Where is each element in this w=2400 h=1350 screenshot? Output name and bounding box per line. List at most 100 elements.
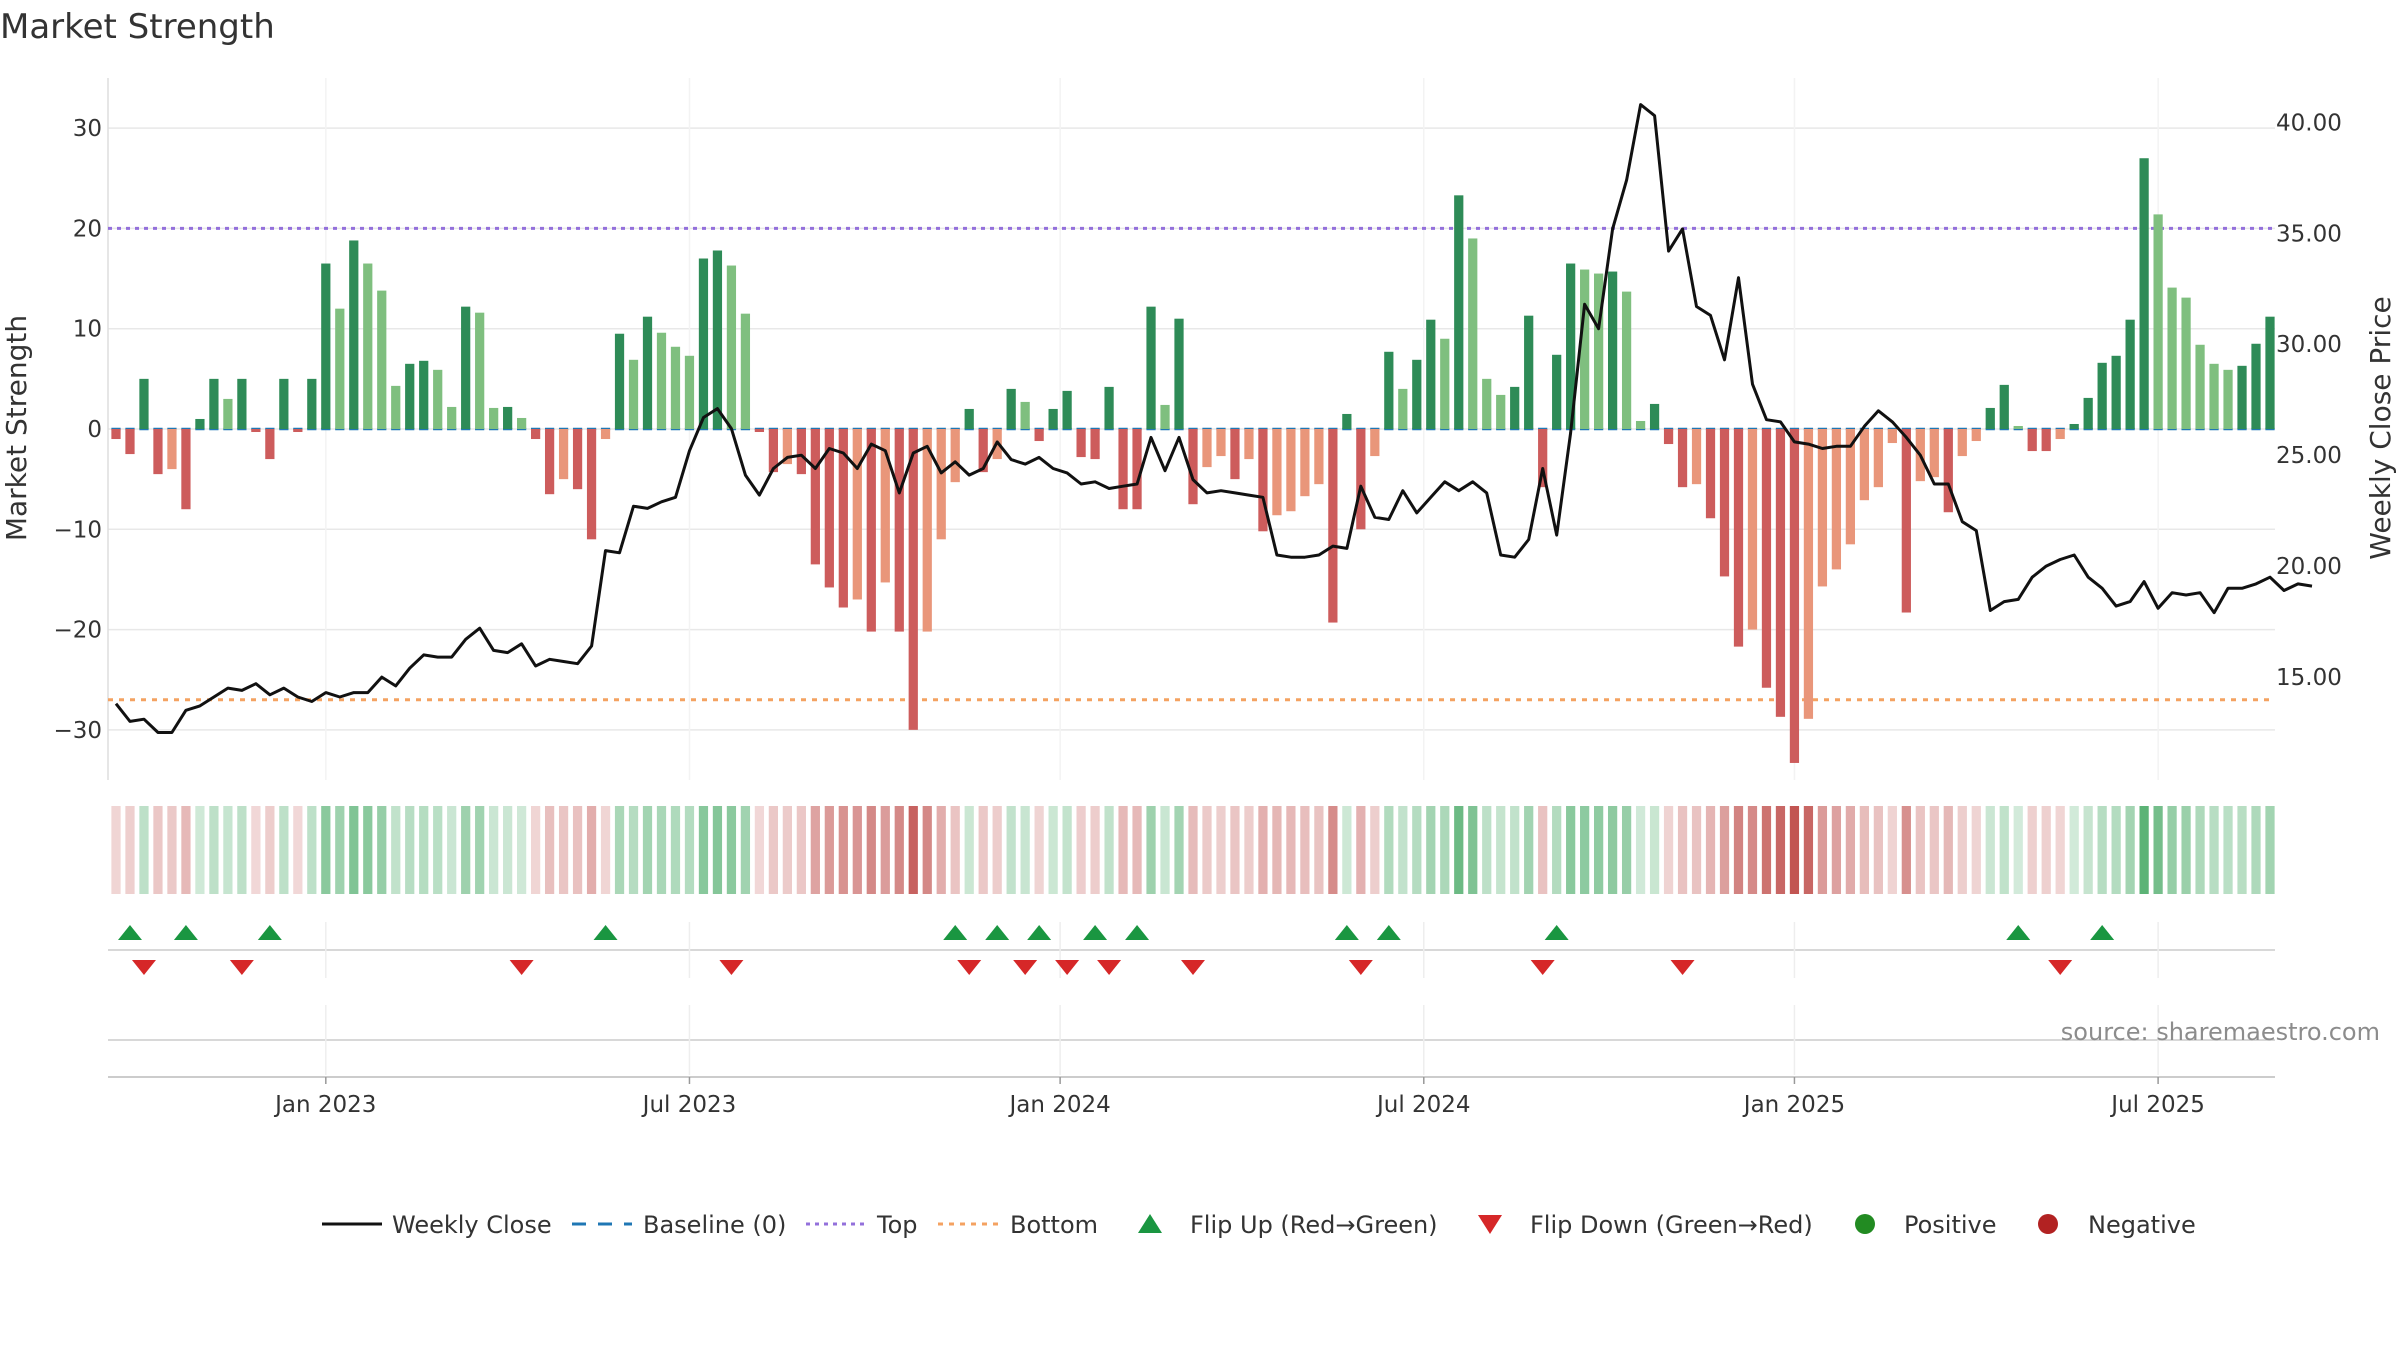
strength-bar [2139,158,2149,429]
strength-bar [1594,273,1604,429]
heatmap-cell [2111,806,2121,894]
strength-bar [377,290,387,429]
strength-bar [1370,429,1380,457]
legend-top-label: Top [876,1211,918,1239]
heatmap-cell [461,806,471,894]
strength-bar [1789,429,1800,763]
y-axis-left: 30 20 10 0 −10 −20 −30 [53,116,102,744]
strength-bar [1006,388,1016,429]
heatmap-cell [1915,806,1925,894]
heatmap-cell [1999,806,2009,894]
strength-bar [1048,408,1058,429]
strength-bar [1230,429,1240,480]
heatmap-cell [978,806,988,894]
heatmap-cell [1873,806,1883,894]
heatmap-cell [1761,806,1772,894]
flip-up-marker [1027,925,1052,940]
heatmap-cell [1020,806,1030,894]
legend-weekly-close-label: Weekly Close [392,1211,552,1239]
strength-bar [1160,404,1170,429]
flip-down-marker [1530,960,1555,975]
x-tick-label: Jul 2025 [2109,1092,2205,1118]
flip-down-marker [1055,960,1080,975]
heatmap-cell [1230,806,1240,894]
legend-bottom-label: Bottom [1010,1211,1098,1239]
strength-bar [223,398,233,429]
strength-bar [1188,429,1198,505]
heatmap-cell [153,806,163,894]
heatmap-cell [838,806,848,894]
heatmap-cell [936,806,946,894]
heatmap-cell [600,806,611,894]
heatmap-cell [894,806,904,894]
strength-bar [447,406,457,429]
strength-bar [614,333,625,429]
strength-bar [684,355,695,429]
heatmap-cell [2237,806,2247,894]
strength-bar [2251,343,2261,429]
legend-flip-up-icon [1138,1214,1162,1233]
strength-bar [572,429,583,490]
heatmap-cell [1887,806,1897,894]
heatmap-cell [572,806,583,894]
strength-bar [2097,362,2107,429]
heatmap-cell [544,806,555,894]
heatmap-cell [1076,806,1086,894]
strength-bar [2111,355,2121,429]
source-text: source: sharemaestro.com [2061,1018,2380,1046]
heatmap-cell [1062,806,1072,894]
strength-bar [517,417,527,429]
strength-bar [1580,269,1590,429]
heatmap-cell [530,806,541,894]
strength-bar [1300,429,1310,497]
heatmap-cell [195,806,205,894]
strength-bar [265,429,275,460]
heatmap-cell [1845,806,1856,894]
legend-flip-down-label: Flip Down (Green→Red) [1530,1211,1813,1239]
legend-positive-dot [1855,1214,1875,1234]
heatmap-cell [1118,806,1128,894]
strength-bar [1174,318,1184,429]
x-tick-label: Jul 2023 [641,1092,737,1118]
y-axis-right: 40.00 35.00 30.00 25.00 20.00 15.00 [2276,110,2342,691]
strength-bar [1132,429,1142,510]
heatmap-cell [656,806,667,894]
heatmap-cell [1384,806,1394,894]
y-left-tick-label: 20 [73,216,102,242]
heatmap-cell [1733,806,1744,894]
y-right-tick-label: 40.00 [2276,110,2342,136]
heatmap-cell [433,806,443,894]
strength-bar [698,258,709,429]
empty-panel [108,1005,2275,1075]
strength-bar [391,385,401,429]
y-left-tick-label: 30 [73,116,102,142]
strength-bar [1733,429,1744,647]
strength-bar [1552,354,1562,429]
heatmap-cell [167,806,177,894]
strength-bar [1090,429,1100,460]
strength-bar [111,429,121,440]
strength-bar [1775,429,1786,717]
flip-down-marker [1013,960,1038,975]
strength-bar [1999,384,2009,429]
heatmap-cell [2223,806,2233,894]
strength-bar [293,429,303,433]
heatmap-cell [1607,806,1618,894]
strength-bar [656,332,667,429]
weekly-close-polyline [114,103,2313,734]
strength-bar [1454,195,1464,429]
strength-bar [1034,429,1044,442]
flip-down-marker [2048,960,2073,975]
strength-bar [1887,429,1897,444]
strength-bar [2223,369,2233,429]
heatmap-cell [293,806,303,894]
strength-bar [2181,297,2191,429]
flip-up-marker [1083,925,1108,940]
strength-bar [1342,413,1352,429]
heatmap-cell [1663,806,1674,894]
y-right-tick-label: 25.00 [2276,443,2342,469]
strength-bar [153,429,163,475]
heatmap-cell [2041,806,2051,894]
strength-bar [712,250,723,429]
strength-bar [1076,429,1086,458]
